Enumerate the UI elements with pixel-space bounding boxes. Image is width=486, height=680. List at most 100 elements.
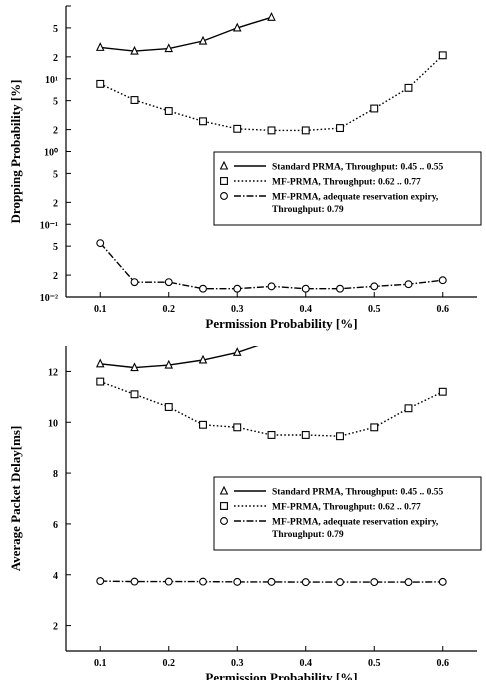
y-tick-label: 5	[53, 169, 58, 180]
series-line-2	[100, 54, 444, 132]
data-point-circle	[301, 284, 310, 293]
y-tick-label: 6	[53, 520, 58, 531]
data-point-circle	[336, 284, 344, 293]
data-point-square	[130, 390, 139, 399]
data-point-circle	[438, 577, 447, 586]
y-tick-label: 2	[53, 126, 58, 137]
data-point-circle	[404, 578, 413, 587]
data-point-square	[96, 79, 105, 88]
x-axis-title: Permission Probability [%]	[205, 670, 357, 680]
chart-1: 0.1 0.2 0.3 0.4 0.5 0.6 5 2 10¹ 5 2 10⁰ 5 2 10⁻¹ 5 2 10⁻²…	[8, 5, 482, 331]
series-line-2	[100, 380, 444, 437]
data-point-circle	[199, 577, 207, 586]
legend: Standard PRMA, Throughput: 0.45 .. 0.55 M…	[213, 476, 482, 551]
data-point-square	[336, 432, 344, 441]
y-tick-label: 5	[53, 24, 58, 35]
y-tick-label: 2	[53, 53, 58, 64]
y-tick-label: 4	[53, 571, 58, 582]
data-point-square	[267, 431, 276, 439]
x-tick-label: 0.6	[437, 304, 450, 315]
data-point-circle	[404, 280, 413, 289]
data-point-triangle	[198, 354, 208, 364]
legend-label-cont: Throughput: 0.79	[272, 530, 344, 540]
legend: Standard PRMA, Throughput: 0.45 .. 0.55 M…	[213, 151, 482, 226]
x-tick-label: 0.5	[368, 658, 381, 669]
x-tick-label: 0.1	[94, 304, 107, 315]
x-tick-label: 0.2	[163, 658, 176, 669]
x-tick-label: 0.3	[231, 658, 244, 669]
data-point-square	[370, 104, 379, 113]
y-tick-label: 2	[53, 622, 58, 633]
data-point-circle	[130, 278, 139, 287]
data-point-triangle	[130, 362, 139, 372]
data-point-square	[301, 126, 310, 135]
data-point-circle	[233, 284, 242, 293]
data-point-circle	[301, 578, 310, 587]
series-line-3	[100, 580, 443, 583]
y-tick-label: 2	[53, 198, 58, 209]
y-tick-label: 5	[53, 242, 58, 253]
data-point-triangle	[198, 35, 208, 45]
y-axis-title: Average Packet Delay[ms]	[8, 426, 23, 572]
y-tick-label: 2	[53, 271, 58, 282]
x-tick-label: 0.2	[163, 304, 176, 315]
x-tick-label: 0.6	[437, 658, 450, 669]
chart-2: 0.1 0.2 0.3 0.4 0.5 0.6 2 4 6 8 10 12 Permission Pro…	[8, 346, 482, 680]
y-tick-label: 10⁰	[44, 148, 58, 159]
x-tick-label: 0.1	[94, 658, 107, 669]
data-point-square	[336, 124, 344, 133]
y-tick-label: 10¹	[45, 75, 58, 86]
data-point-square	[96, 377, 105, 386]
data-point-square	[267, 126, 276, 135]
y-tick-label: 10⁻²	[40, 293, 58, 304]
x-tick-label: 0.3	[231, 304, 244, 315]
data-point-square	[438, 51, 447, 60]
y-tick-label: 12	[48, 367, 58, 378]
data-point-circle	[233, 577, 242, 586]
legend-marker-circle	[220, 517, 228, 525]
x-tick-label: 0.4	[300, 658, 313, 669]
series-line-1	[100, 346, 259, 369]
data-point-triangle	[232, 347, 242, 356]
x-tick-label: 0.4	[300, 304, 313, 315]
y-axis-title: Dropping Probability [%]	[8, 80, 23, 224]
data-point-triangle	[95, 42, 105, 51]
legend-label: MF-PRMA, Throughput: 0.62 .. 0.77	[272, 503, 421, 513]
data-point-circle	[96, 239, 105, 248]
data-point-triangle	[130, 45, 139, 55]
data-point-square	[164, 403, 173, 411]
data-point-triangle	[267, 12, 276, 21]
data-point-square	[233, 423, 242, 432]
y-tick-label: 5	[53, 97, 58, 108]
data-point-square	[301, 431, 310, 439]
legend-label: MF-PRMA, Throughput: 0.62 .. 0.77	[272, 178, 421, 188]
data-point-square	[233, 124, 242, 133]
data-point-square	[164, 107, 173, 115]
legend-marker-triangle	[219, 485, 229, 495]
data-point-circle	[130, 577, 139, 586]
legend-label: Standard PRMA, Throughput: 0.45 .. 0.55	[272, 488, 443, 498]
data-point-circle	[199, 284, 207, 293]
y-tick-label: 8	[53, 469, 58, 480]
legend-label: MF-PRMA, adequate reservation expiry,	[272, 193, 439, 203]
series-line-1	[100, 16, 272, 52]
legend-box	[213, 151, 482, 226]
data-point-circle	[164, 278, 173, 287]
data-point-square	[404, 83, 413, 92]
data-point-circle	[370, 282, 379, 291]
legend-marker-square	[220, 502, 228, 510]
data-point-triangle	[95, 358, 105, 368]
legend-label-cont: Throughput: 0.79	[272, 205, 344, 215]
data-point-square	[438, 387, 447, 396]
legend-label: Standard PRMA, Throughput: 0.45 .. 0.55	[272, 163, 443, 173]
data-point-circle	[164, 577, 173, 586]
legend-marker-circle	[220, 192, 228, 200]
y-tick-label: 10⁻¹	[40, 220, 58, 231]
data-point-circle	[438, 276, 447, 285]
x-tick-label: 0.5	[368, 304, 381, 315]
data-point-circle	[336, 578, 344, 587]
plot-area	[95, 12, 447, 293]
data-point-triangle	[232, 22, 242, 32]
data-point-square	[130, 96, 139, 104]
data-point-square	[370, 423, 379, 432]
